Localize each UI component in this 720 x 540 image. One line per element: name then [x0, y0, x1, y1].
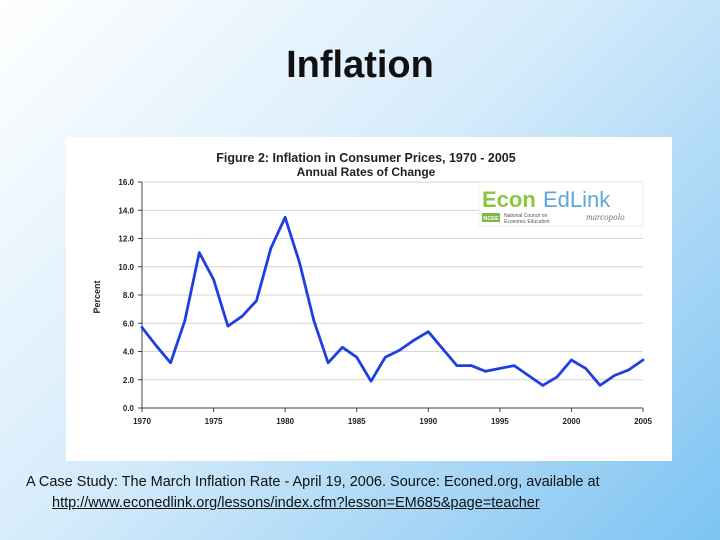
data-point: [198, 251, 201, 254]
x-tick-label: 1990: [419, 417, 437, 426]
y-tick-label: 4.0: [123, 348, 135, 357]
logo-sub-line1: National Council on: [504, 213, 548, 219]
data-point: [155, 344, 158, 348]
data-point: [541, 384, 544, 387]
caption-text: A Case Study: The March Inflation Rate -…: [26, 474, 600, 490]
y-tick-label: 10.0: [118, 263, 134, 272]
data-point: [283, 216, 287, 219]
data-point: [384, 355, 387, 359]
source-caption: A Case Study: The March Inflation Rate -…: [26, 472, 706, 514]
y-tick-label: 14.0: [118, 206, 134, 215]
data-point: [627, 368, 630, 372]
logo-brand-right: EdLink: [543, 187, 611, 212]
data-point: [169, 361, 172, 364]
data-point: [269, 247, 273, 250]
y-tick-label: 8.0: [123, 291, 135, 300]
x-tick-label: 1975: [205, 417, 223, 426]
data-point: [341, 346, 344, 349]
data-point: [298, 261, 301, 264]
x-tick-label: 1985: [348, 417, 366, 426]
data-point: [226, 324, 230, 328]
data-point: [255, 299, 258, 302]
y-tick-label: 16.0: [118, 178, 134, 187]
x-tick-label: 1995: [491, 417, 509, 426]
gridlines: [142, 181, 643, 409]
chart-title: Figure 2: Inflation in Consumer Prices, …: [216, 151, 515, 165]
logo-badge-box: [482, 213, 500, 222]
data-point: [355, 355, 358, 359]
data-point: [241, 314, 244, 318]
inflation-series-line: [140, 215, 645, 387]
data-point: [140, 326, 144, 329]
x-tick-label: 2000: [563, 417, 581, 426]
data-point: [570, 358, 573, 362]
econedlink-logo: Econ EdLink NCEE National Council on Eco…: [478, 181, 644, 227]
inflation-line-chart: Figure 2: Inflation in Consumer Prices, …: [92, 151, 652, 426]
data-point: [470, 364, 473, 367]
data-point: [412, 339, 416, 342]
data-point: [527, 374, 530, 377]
slide-title: Inflation: [286, 44, 434, 86]
data-point: [369, 379, 373, 383]
data-point: [484, 370, 487, 373]
y-tick-label: 12.0: [118, 235, 134, 244]
data-point: [212, 278, 215, 281]
x-tick-label: 1980: [276, 417, 294, 426]
data-point: [598, 384, 602, 387]
chart-subtitle: Annual Rates of Change: [297, 165, 436, 179]
y-axis-label: Percent: [92, 280, 102, 313]
y-tick-label: 0.0: [123, 404, 135, 413]
y-tick-label: 2.0: [123, 376, 135, 385]
chart-image: Figure 2: Inflation in Consumer Prices, …: [66, 137, 672, 461]
data-point: [312, 319, 315, 322]
data-point: [555, 375, 559, 379]
data-point: [398, 348, 401, 352]
data-point: [584, 367, 587, 370]
logo-brand-left: Econ: [482, 187, 536, 212]
series-line-layer: [140, 215, 645, 387]
data-point: [512, 364, 516, 367]
logo-badge: NCEE: [483, 216, 499, 222]
data-point: [326, 361, 330, 364]
data-point: [441, 347, 444, 350]
data-point: [183, 319, 187, 322]
data-point: [498, 367, 502, 370]
x-tick-label: 2005: [634, 417, 652, 426]
logo-sub-line2: Economic Education: [504, 219, 550, 225]
source-link[interactable]: http://www.econedlink.org/lessons/index.…: [52, 495, 540, 511]
data-point: [427, 330, 430, 333]
y-tick-label: 6.0: [123, 319, 135, 328]
x-tick-label: 1970: [133, 417, 151, 426]
axes: 0.0 2.0 4.0 6.0 8.0 10.0 12.0 14.0 16.0 1970 1975 1…: [118, 178, 652, 426]
data-point: [613, 374, 616, 377]
logo-partner: marcopolo: [586, 212, 625, 222]
data-point: [641, 358, 645, 362]
data-point: [455, 364, 459, 367]
